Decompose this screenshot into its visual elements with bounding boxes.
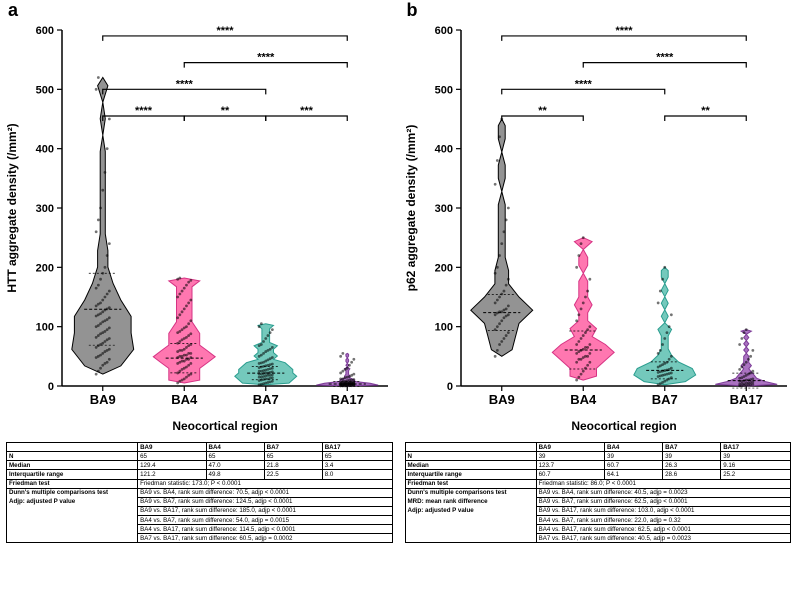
panels-row: a 0100200300400500600HTT aggregate densi… bbox=[0, 0, 797, 440]
svg-text:****: **** bbox=[176, 78, 194, 90]
svg-text:0: 0 bbox=[48, 381, 54, 393]
svg-text:***: *** bbox=[300, 105, 314, 117]
panel-b: b 0100200300400500600p62 aggregate densi… bbox=[399, 0, 797, 440]
svg-text:****: **** bbox=[574, 78, 592, 90]
panel-b-chart: 0 100 200 300 400 500 600 p62 aggregate density… bbox=[399, 18, 797, 440]
svg-text:100: 100 bbox=[36, 322, 54, 334]
svg-text:500: 500 bbox=[434, 84, 452, 96]
svg-text:BA17: BA17 bbox=[729, 392, 762, 407]
panel-a-chart: 0 100 200 300 400 500 600 HTT aggregate density… bbox=[0, 18, 399, 440]
table-a-wrap: BA9BA4BA7BA17N65656565Median129.447.021.… bbox=[0, 440, 399, 543]
svg-text:****: **** bbox=[656, 52, 674, 64]
svg-text:BA7: BA7 bbox=[651, 392, 677, 407]
svg-text:100: 100 bbox=[434, 322, 452, 334]
panel-a: a 0100200300400500600HTT aggregate densi… bbox=[0, 0, 399, 440]
svg-text:Neocortical region: Neocortical region bbox=[571, 419, 676, 433]
svg-text:0: 0 bbox=[446, 381, 452, 393]
svg-text:p62 aggregate density (/mm²): p62 aggregate density (/mm²) bbox=[404, 125, 418, 292]
svg-text:300: 300 bbox=[434, 203, 452, 215]
svg-text:200: 200 bbox=[36, 262, 54, 274]
svg-text:**: ** bbox=[701, 105, 710, 117]
svg-text:400: 400 bbox=[434, 144, 452, 156]
svg-text:200: 200 bbox=[434, 262, 452, 274]
svg-text:****: **** bbox=[216, 25, 234, 37]
svg-text:BA9: BA9 bbox=[90, 392, 116, 407]
svg-text:600: 600 bbox=[36, 25, 54, 37]
tables-row: BA9BA4BA7BA17N65656565Median129.447.021.… bbox=[0, 440, 797, 543]
svg-text:HTT aggregate density (/mm²): HTT aggregate density (/mm²) bbox=[5, 123, 19, 292]
stats-table-a: BA9BA4BA7BA17N65656565Median129.447.021.… bbox=[6, 442, 393, 543]
svg-text:****: **** bbox=[615, 25, 633, 37]
svg-text:300: 300 bbox=[36, 203, 54, 215]
svg-text:****: **** bbox=[135, 105, 153, 117]
svg-text:Neocortical region: Neocortical region bbox=[172, 419, 277, 433]
stats-table-b: BA9BA4BA7BA17N39393939Median123.760.726.… bbox=[405, 442, 792, 543]
svg-text:400: 400 bbox=[36, 144, 54, 156]
figure-page: a 0100200300400500600HTT aggregate densi… bbox=[0, 0, 797, 612]
svg-text:BA4: BA4 bbox=[171, 392, 198, 407]
svg-text:**: ** bbox=[538, 105, 547, 117]
table-b-wrap: BA9BA4BA7BA17N39393939Median123.760.726.… bbox=[399, 440, 797, 543]
svg-text:****: **** bbox=[257, 52, 275, 64]
svg-text:BA7: BA7 bbox=[253, 392, 279, 407]
svg-text:BA9: BA9 bbox=[488, 392, 514, 407]
svg-text:500: 500 bbox=[36, 84, 54, 96]
svg-text:**: ** bbox=[221, 105, 230, 117]
svg-text:BA4: BA4 bbox=[570, 392, 597, 407]
svg-text:600: 600 bbox=[434, 25, 452, 37]
svg-text:BA17: BA17 bbox=[331, 392, 364, 407]
